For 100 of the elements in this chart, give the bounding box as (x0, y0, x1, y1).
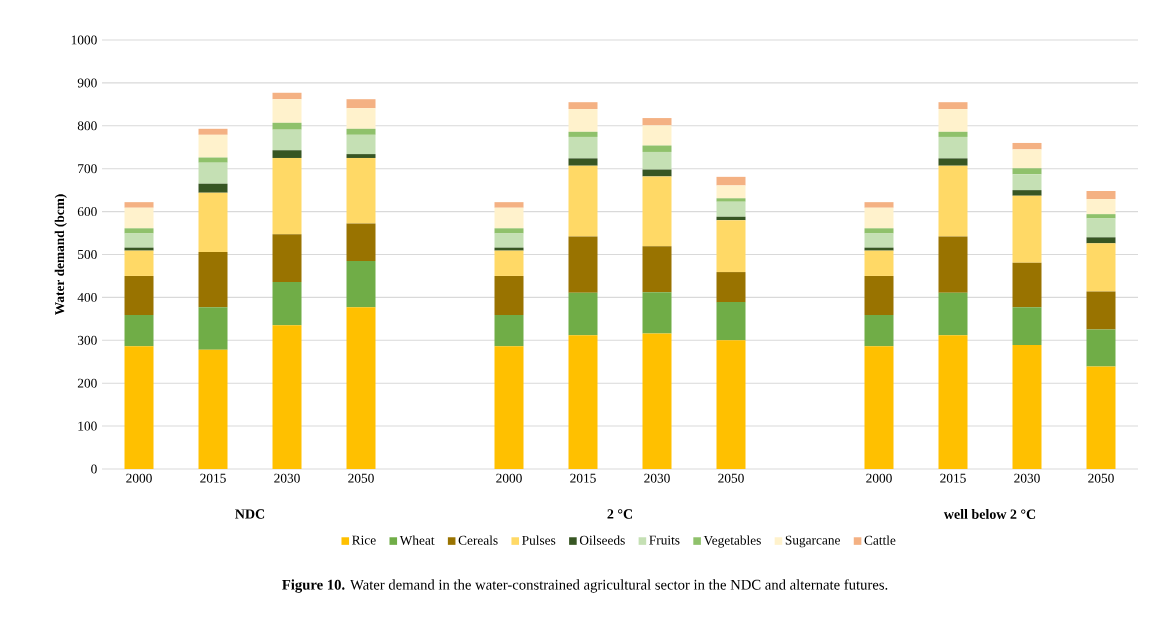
legend-label: Sugarcane (785, 535, 840, 548)
legend-label: Cereals (458, 535, 498, 545)
x-tick-label: 2015 (200, 473, 226, 483)
bar (938, 131, 968, 137)
text: Figure 10. Water demand in the water-constrained agricultural sector in the NDC and alternate futures. (282, 579, 888, 593)
bar (642, 125, 672, 146)
bar (568, 158, 598, 166)
legend-label: Oilseeds (579, 535, 625, 545)
bar (938, 158, 968, 166)
x-tick-label: 2050 (348, 473, 374, 483)
x-tick-label: 2015 (940, 473, 966, 483)
x-tick-label: 2030 (644, 473, 670, 483)
bar (1086, 218, 1116, 238)
y-tick-label: 700 (78, 164, 97, 174)
bar (346, 108, 376, 129)
bar (494, 346, 524, 469)
bar (864, 228, 894, 234)
bar (124, 314, 154, 347)
bar (1012, 142, 1042, 150)
bar (864, 247, 894, 251)
bar (1086, 237, 1116, 244)
bar (642, 292, 672, 334)
bar (272, 129, 302, 151)
bar (642, 118, 672, 126)
bar (1012, 307, 1042, 346)
bar (716, 220, 746, 273)
y-tick-label: 0 (91, 464, 97, 474)
bar (938, 102, 968, 110)
bar (568, 292, 598, 336)
bar (716, 272, 746, 303)
bar (716, 185, 746, 199)
x-tick-label: 2000 (866, 473, 892, 483)
bar (1012, 190, 1042, 196)
bar (642, 246, 672, 293)
legend-label: Fruits (649, 535, 680, 545)
bar (938, 136, 968, 159)
legend-label: Vegetables (703, 535, 761, 548)
x-tick-label: 2050 (1088, 473, 1114, 483)
text: 2 °C (607, 509, 633, 519)
y-tick-label: 1000 (71, 35, 97, 45)
bar (346, 307, 376, 469)
bar (272, 150, 302, 158)
bar (1012, 195, 1042, 263)
bar (568, 165, 598, 237)
bar (198, 128, 228, 135)
bar (124, 233, 154, 248)
bar (346, 99, 376, 109)
bar (642, 176, 672, 247)
bar (1086, 291, 1116, 330)
bar (272, 99, 302, 123)
bar (716, 302, 746, 341)
bar (568, 136, 598, 159)
bar (1086, 199, 1116, 215)
bar (346, 260, 376, 308)
bar (938, 292, 968, 336)
bar (124, 207, 154, 229)
bar (1086, 243, 1116, 292)
bar (346, 154, 376, 158)
y-tick-label: 900 (77, 78, 97, 88)
bar (346, 223, 376, 261)
bar (198, 183, 228, 193)
y-tick-label: 100 (78, 421, 97, 431)
bar (494, 228, 524, 234)
x-tick-label: 2000 (496, 473, 522, 483)
bar (1086, 191, 1116, 200)
bar (1012, 345, 1042, 469)
bar (124, 228, 154, 234)
bar (346, 128, 376, 135)
legend-label: Pulses (522, 535, 556, 545)
bar (864, 346, 894, 469)
bar (568, 109, 598, 132)
bar (494, 314, 524, 347)
bar (198, 192, 228, 252)
bar (494, 202, 524, 208)
x-tick-label: 2015 (570, 473, 596, 483)
bar (124, 202, 154, 208)
y-axis-title: Water demand (bcm) (54, 194, 67, 316)
bar (864, 202, 894, 208)
bar (198, 134, 228, 158)
bar (124, 275, 154, 315)
bar (1012, 168, 1042, 175)
bar (198, 157, 228, 163)
bar (1086, 329, 1116, 367)
bar (494, 247, 524, 251)
bar (198, 251, 228, 308)
y-tick-label: 400 (77, 292, 97, 302)
y-tick-label: 200 (77, 378, 97, 388)
x-tick-label: 2050 (718, 473, 744, 483)
bar (642, 151, 672, 170)
bar (272, 92, 302, 100)
bar (494, 233, 524, 248)
bar (1086, 366, 1116, 469)
bar (864, 250, 894, 276)
bar (1012, 262, 1042, 308)
bar (568, 131, 598, 137)
bar (494, 207, 524, 229)
text: NDC (235, 509, 265, 519)
bar (346, 134, 376, 155)
bar (272, 281, 302, 326)
bar (938, 165, 968, 237)
